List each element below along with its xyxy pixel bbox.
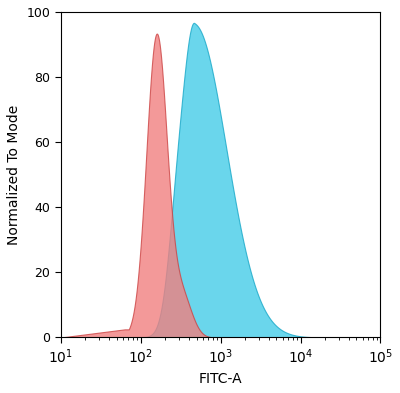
Y-axis label: Normalized To Mode: Normalized To Mode [7, 105, 21, 245]
X-axis label: FITC-A: FITC-A [199, 372, 242, 386]
